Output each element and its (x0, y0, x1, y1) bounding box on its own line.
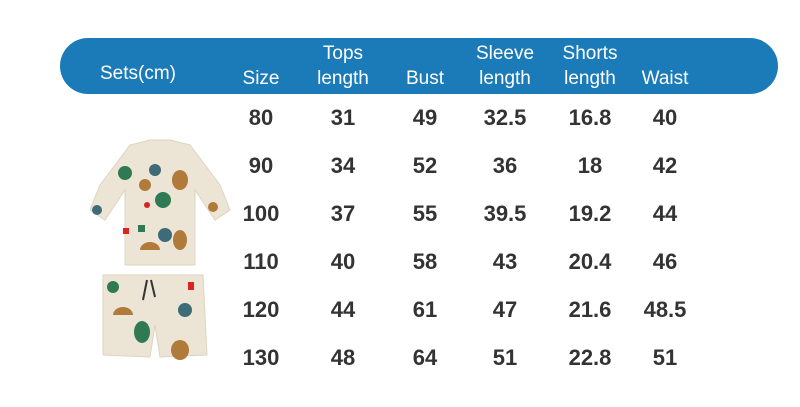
cell-sleeve-length: 47 (492, 297, 518, 322)
cell-sleeve-length: 36 (492, 153, 518, 178)
cell-size: 120 (242, 297, 280, 322)
cell-sleeve-length: 39.5 (483, 201, 527, 226)
header-line1 (642, 43, 689, 64)
table-header-bar (60, 38, 778, 94)
cell-sleeve-length: 32.5 (483, 105, 527, 130)
header-line2: length (564, 68, 616, 89)
header-line1 (406, 43, 444, 64)
cell-sleeve-length: 43 (492, 249, 518, 274)
cell-tops-length: 48 (330, 345, 356, 370)
header-line2: length (479, 68, 531, 89)
cell-tops-length: 31 (330, 105, 356, 130)
header-line1 (243, 43, 280, 64)
cell-size: 90 (248, 153, 274, 178)
header-line1: Sleeve (475, 43, 535, 64)
header-tops-length: Tops length (317, 43, 369, 89)
cell-sleeve-length: 51 (492, 345, 518, 370)
cell-size: 100 (242, 201, 280, 226)
header-line2: Bust (405, 68, 445, 89)
header-line2: Waist (641, 68, 689, 89)
rash-guard-top (89, 139, 231, 266)
cell-shorts-length: 22.8 (568, 345, 612, 370)
cell-bust: 61 (412, 297, 438, 322)
cell-waist: 46 (652, 249, 678, 274)
cell-bust: 58 (412, 249, 438, 274)
header-sets: Sets(cm) (100, 63, 176, 84)
cell-waist: 40 (652, 105, 678, 130)
header-waist: Waist (642, 43, 689, 89)
cell-waist: 44 (652, 201, 678, 226)
cell-shorts-length: 19.2 (568, 201, 612, 226)
cell-tops-length: 34 (330, 153, 356, 178)
cell-tops-length: 37 (330, 201, 356, 226)
header-size: Size (243, 43, 280, 89)
header-shorts-length: Shorts length (563, 43, 618, 89)
header-line1: Tops (322, 43, 364, 64)
cell-bust: 52 (412, 153, 438, 178)
cell-tops-length: 44 (330, 297, 356, 322)
swimsuit-set-image (89, 139, 231, 360)
cell-shorts-length: 20.4 (568, 249, 612, 274)
cell-bust: 64 (412, 345, 438, 370)
cell-size: 110 (243, 249, 279, 274)
cell-size: 80 (248, 105, 274, 130)
cell-waist: 42 (652, 153, 678, 178)
cell-size: 130 (242, 345, 280, 370)
header-line1: Shorts (562, 43, 618, 64)
swim-shorts (102, 274, 208, 360)
header-sleeve-length: Sleeve length (476, 43, 534, 89)
cell-bust: 49 (412, 105, 438, 130)
cell-shorts-length: 16.8 (568, 105, 612, 130)
cell-shorts-length: 21.6 (568, 297, 612, 322)
header-bust: Bust (406, 43, 444, 89)
cell-waist: 51 (652, 345, 678, 370)
cell-shorts-length: 18 (577, 153, 603, 178)
cell-tops-length: 40 (330, 249, 356, 274)
header-line2: Size (242, 68, 280, 89)
cell-bust: 55 (412, 201, 438, 226)
cell-waist: 48.5 (643, 297, 687, 322)
header-line2: length (317, 68, 369, 89)
